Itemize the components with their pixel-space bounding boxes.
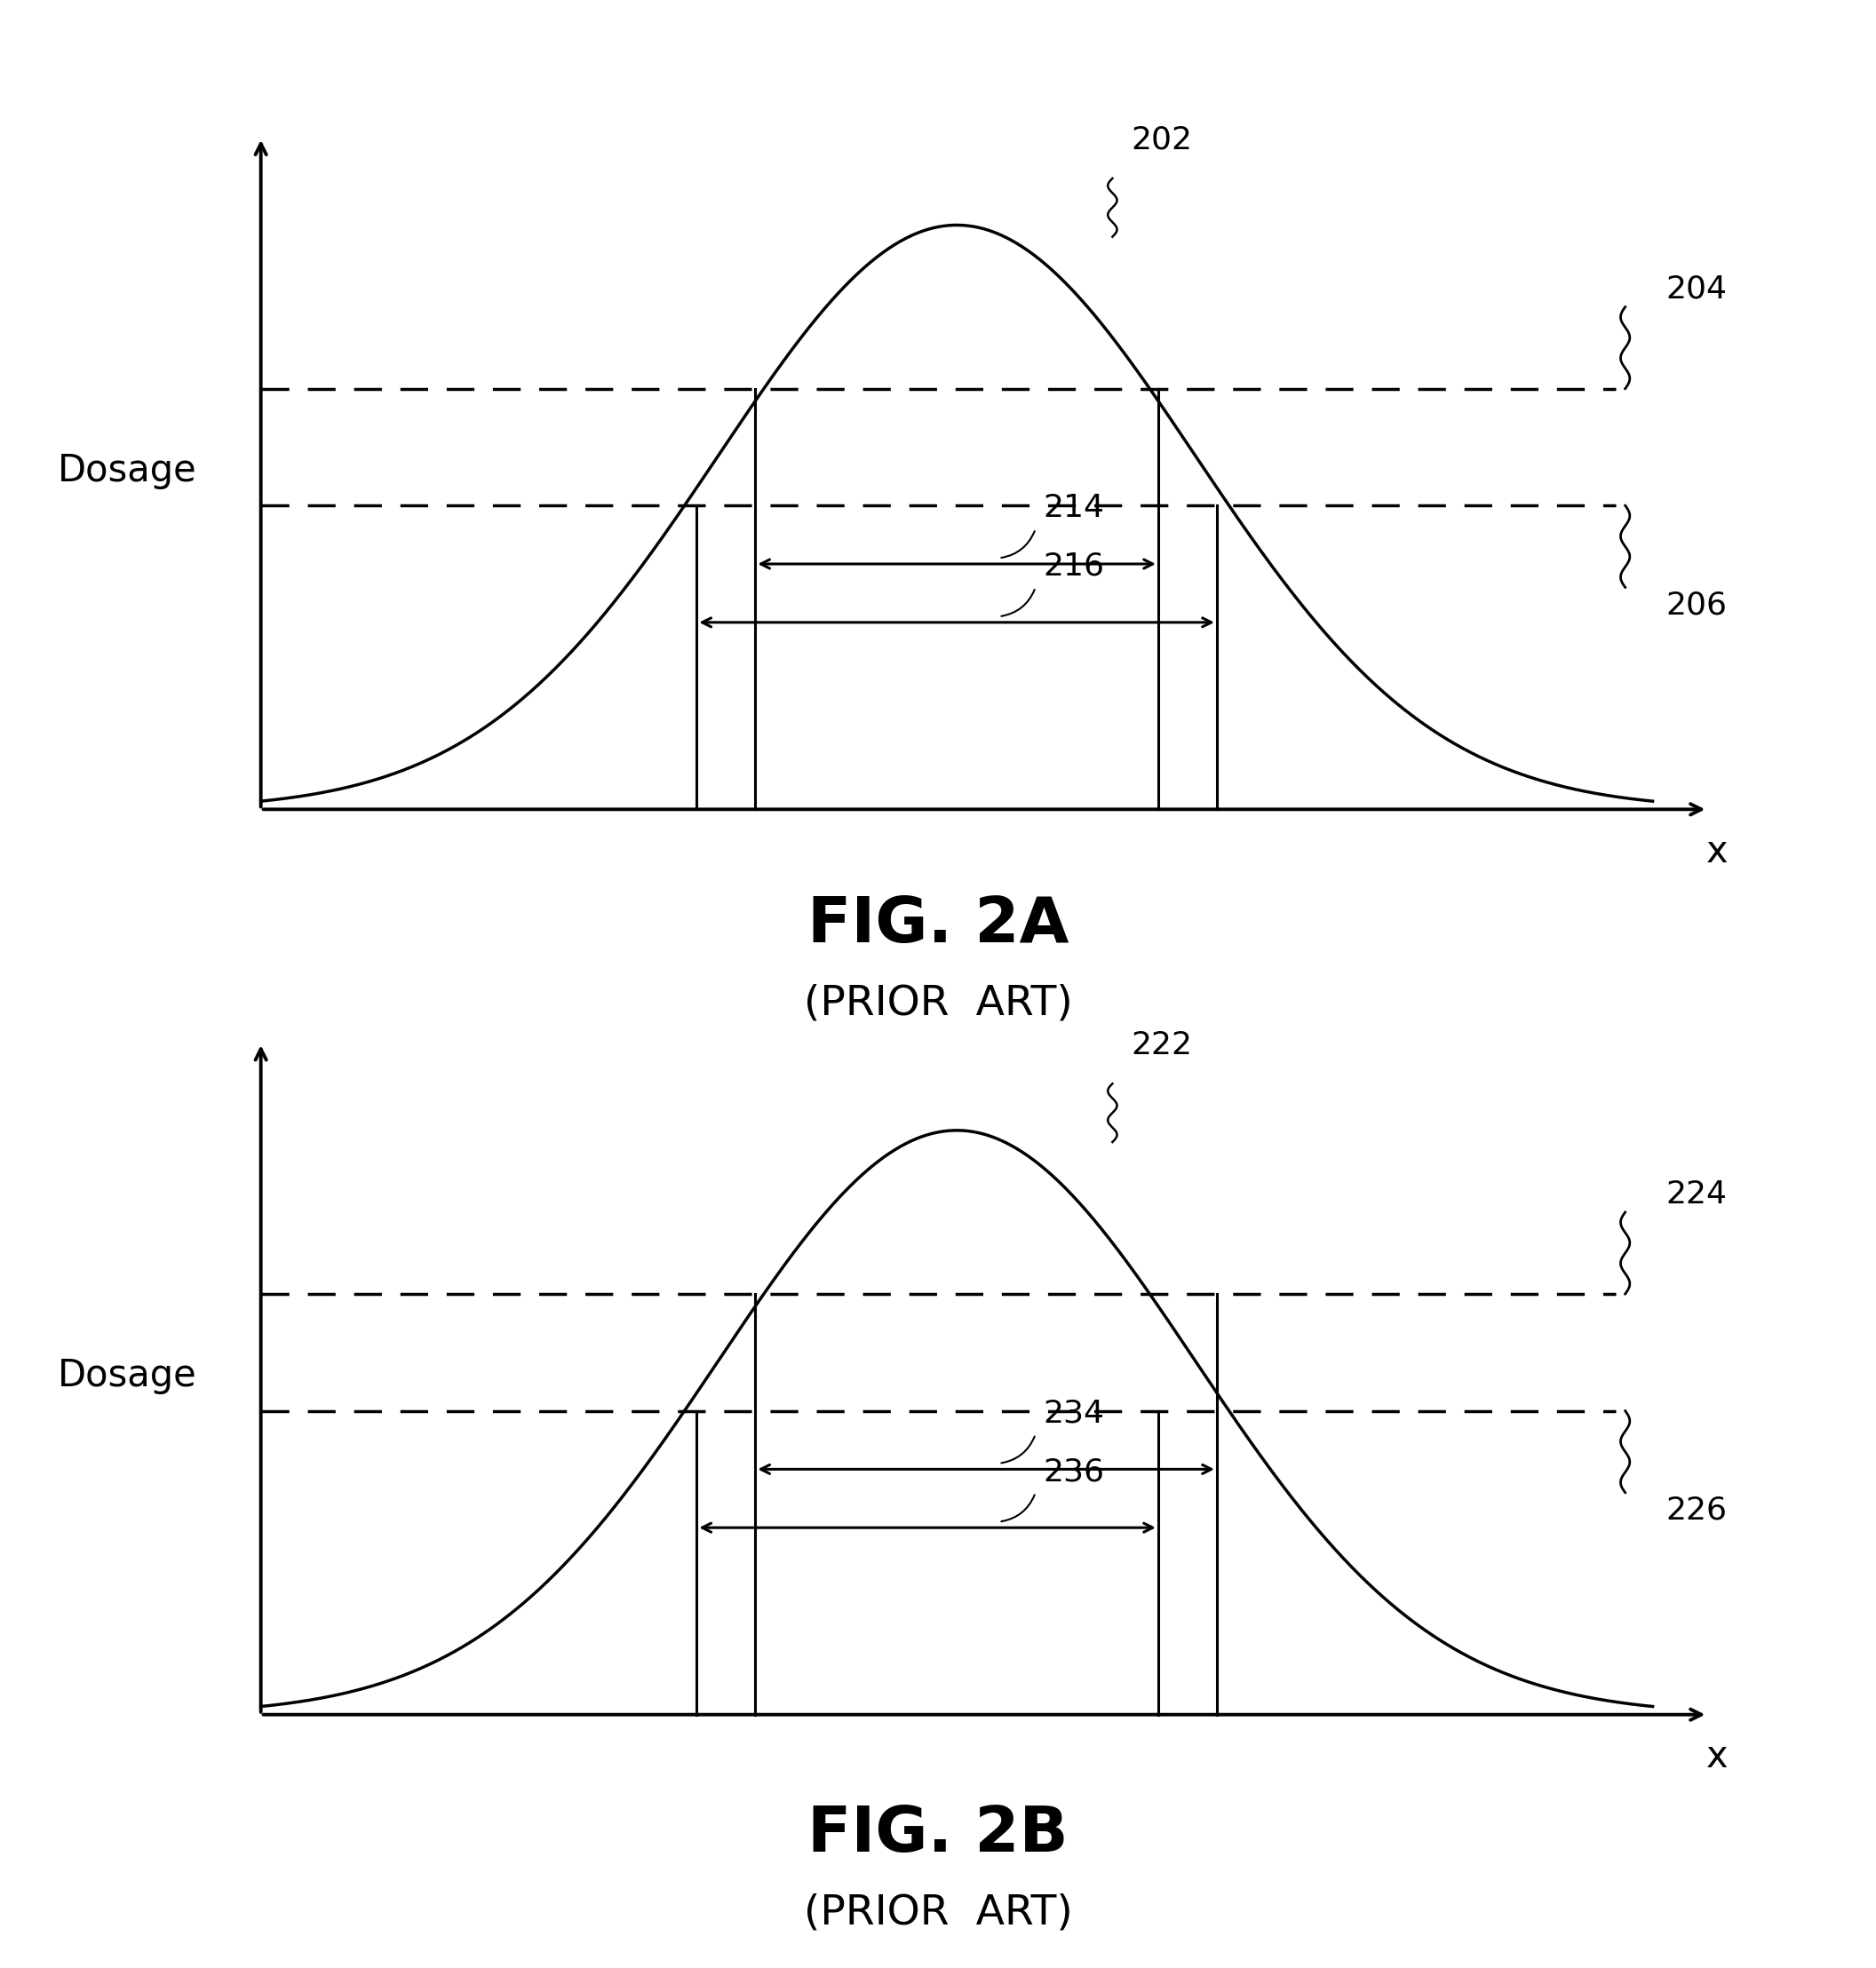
Text: FIG. 2B: FIG. 2B (807, 1803, 1069, 1866)
Text: 216: 216 (1043, 551, 1105, 581)
Text: 222: 222 (1131, 1029, 1191, 1061)
Text: FIG. 2A: FIG. 2A (807, 893, 1069, 956)
Text: 234: 234 (1043, 1397, 1105, 1429)
Text: x: x (1705, 832, 1728, 870)
Text: 206: 206 (1666, 590, 1726, 620)
Text: 224: 224 (1666, 1179, 1726, 1210)
Text: 214: 214 (1043, 492, 1105, 523)
Text: 202: 202 (1131, 124, 1191, 155)
Text: x: x (1705, 1738, 1728, 1775)
Text: (PRIOR  ART): (PRIOR ART) (803, 984, 1073, 1023)
Text: 204: 204 (1666, 274, 1726, 305)
Text: 236: 236 (1043, 1456, 1105, 1486)
Text: Dosage: Dosage (58, 453, 197, 490)
Text: Dosage: Dosage (58, 1358, 197, 1395)
Text: (PRIOR  ART): (PRIOR ART) (803, 1893, 1073, 1933)
Text: 226: 226 (1666, 1496, 1726, 1525)
